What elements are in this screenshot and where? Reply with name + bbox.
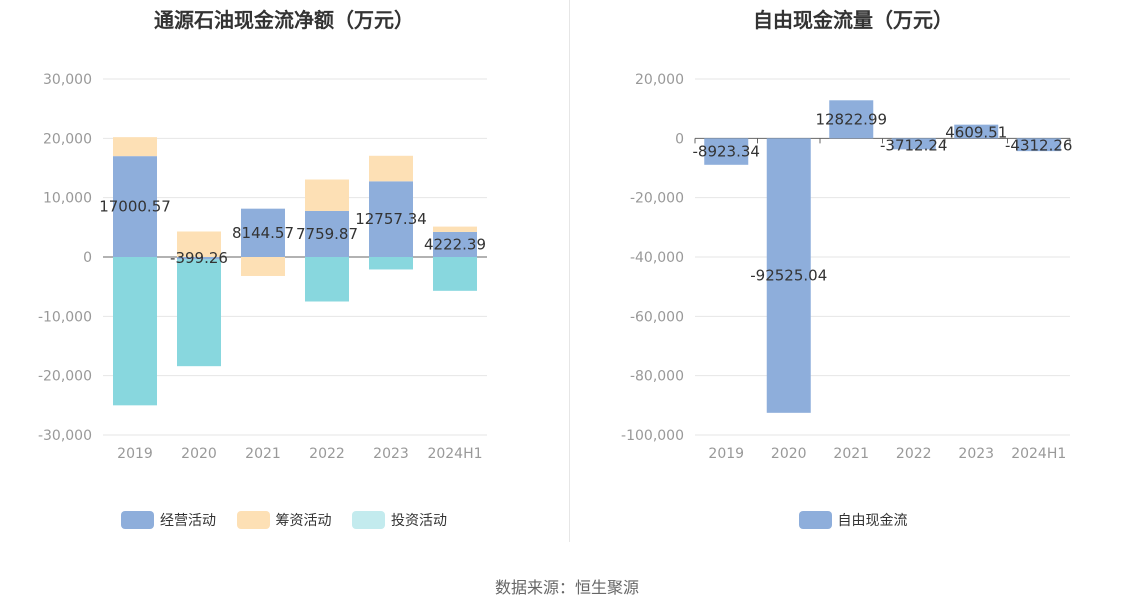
bar-fcf-2019: [704, 138, 749, 165]
legend-label-financing: 筹资活动: [275, 513, 332, 529]
bar-operating-2022: [305, 210, 349, 257]
data-label-fcf-2021: 12822.99: [815, 110, 887, 128]
bar-investing-2020: [177, 259, 221, 367]
x-tick-label: 2020: [771, 446, 807, 462]
data-source-note: 数据来源：恒生聚源: [494, 578, 639, 597]
data-label-operating-2019: 17000.57: [99, 198, 171, 216]
cash-flow-net-chart: 30,000 20,000 10,000 0 -10,000 -20,000 -30,000…: [38, 72, 487, 462]
y-tick-label: -20,000: [630, 191, 684, 207]
bar-financing-2019: [113, 137, 157, 157]
bar-financing-2024H1: [433, 226, 477, 232]
legend-right: 自由现金流: [572, 510, 1134, 533]
x-tick-label: 2024H1: [427, 446, 482, 462]
legend-item-fcf[interactable]: 自由现金流: [798, 510, 908, 530]
legend-item-investing[interactable]: 投资活动: [351, 510, 447, 530]
y-tick-label: -60,000: [630, 309, 684, 325]
x-tick-label: 2023: [373, 446, 409, 462]
data-label-fcf-2019: -8923.34: [693, 143, 760, 161]
bar-operating-2023: [369, 181, 413, 257]
x-tick-label: 2019: [117, 446, 153, 462]
legend-label-fcf: 自由现金流: [837, 513, 908, 529]
bar-investing-2024H1: [433, 257, 477, 291]
data-label-operating-2024H1: 4222.39: [424, 235, 486, 253]
legend-swatch-operating: [121, 511, 155, 529]
legend-item-financing[interactable]: 筹资活动: [236, 510, 332, 530]
y-tick-label: 10,000: [43, 191, 92, 207]
data-label-operating-2023: 12757.34: [355, 210, 427, 228]
x-tick-label: 2020: [181, 446, 217, 462]
legend-left: 经营活动 筹资活动 投资活动: [0, 510, 568, 533]
data-label-operating-2020: -399.26: [170, 249, 228, 267]
y-tick-label: -30,000: [38, 428, 92, 444]
data-label-fcf-2022: -3712.24: [880, 136, 947, 154]
x-tick-label: 2021: [245, 446, 281, 462]
cash-flow-net-chart-panel: 通源石油现金流净额（万元） 30,000 20,000 10,000 0 -10,000…: [0, 0, 568, 545]
y-tick-label: 0: [675, 131, 684, 147]
bar-financing-2020: [177, 231, 221, 257]
legend-swatch-financing: [236, 511, 270, 529]
bar-fcf-2023: [954, 124, 999, 139]
data-label-fcf-2023: 4609.51: [945, 123, 1007, 141]
bar-operating-2024H1: [433, 231, 477, 257]
legend-swatch-investing: [351, 511, 385, 529]
bar-operating-2020: [177, 257, 221, 260]
y-tick-label: -40,000: [630, 250, 684, 266]
bar-investing-2023: [369, 257, 413, 270]
bar-financing-2022: [305, 179, 349, 211]
y-tick-label: 20,000: [635, 72, 684, 88]
bar-fcf-2024H1: [1016, 138, 1061, 152]
chart-title-right: 自由现金流量（万元）: [753, 8, 953, 32]
x-tick-label: 2024H1: [1011, 446, 1066, 462]
x-tick-label: 2022: [896, 446, 932, 462]
bar-operating-2019: [113, 156, 157, 257]
x-tick-label: 2022: [309, 446, 345, 462]
data-label-fcf-2024H1: -4312.26: [1005, 136, 1072, 154]
legend-label-investing: 投资活动: [390, 513, 447, 529]
x-tick-label: 2019: [708, 446, 744, 462]
y-tick-label: 30,000: [43, 72, 92, 88]
y-tick-label: 0: [83, 250, 92, 266]
bar-fcf-2021: [829, 100, 874, 139]
legend-item-operating[interactable]: 经营活动: [121, 510, 216, 530]
bar-financing-2023: [369, 155, 413, 182]
bar-financing-2021: [241, 257, 285, 276]
free-cash-flow-chart: 20,000 0 -20,000 -40,000 -60,000 -80,000 -100,…: [621, 72, 1072, 462]
data-label-operating-2021: 8144.57: [232, 224, 294, 242]
x-tick-label: 2023: [958, 446, 994, 462]
bar-fcf-2020: [766, 138, 811, 413]
bar-operating-2021: [241, 208, 285, 257]
bar-fcf-2022: [891, 138, 936, 150]
free-cash-flow-chart-panel: 自由现金流量（万元） 20,000 0 -20,000 -40,000 -60,000 -…: [572, 0, 1134, 545]
chart-title-left: 通源石油现金流净额（万元）: [154, 8, 414, 32]
legend-label-operating: 经营活动: [160, 513, 217, 529]
data-label-operating-2022: 7759.87: [296, 225, 358, 243]
bar-investing-2019: [113, 257, 157, 406]
bar-investing-2022: [305, 257, 349, 302]
y-tick-label: -100,000: [621, 428, 684, 444]
y-tick-label: -20,000: [38, 369, 92, 385]
y-tick-label: -80,000: [630, 369, 684, 385]
panel-divider: [569, 0, 570, 542]
data-label-fcf-2020: -92525.04: [750, 267, 827, 285]
legend-swatch-fcf: [798, 511, 832, 529]
x-tick-label: 2021: [833, 446, 869, 462]
y-tick-label: 20,000: [43, 131, 92, 147]
y-tick-label: -10,000: [38, 309, 92, 325]
